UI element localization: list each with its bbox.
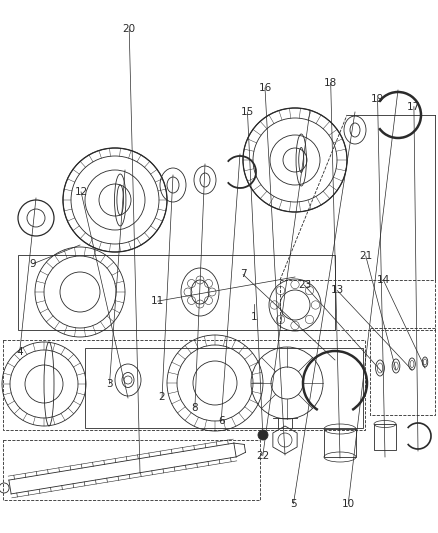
Text: 8: 8 [191,403,198,413]
Bar [280,280,435,330]
Bar [3,440,260,500]
Text: 21: 21 [359,251,372,261]
Text: 18: 18 [324,78,337,87]
Text: 14: 14 [377,275,390,285]
Text: 19: 19 [371,94,384,103]
Text: 13: 13 [331,286,344,295]
Text: 16: 16 [258,83,272,93]
Text: 23: 23 [298,280,311,290]
Text: 5: 5 [290,499,297,508]
Bar [374,424,396,450]
Text: 15: 15 [241,107,254,117]
Bar [3,340,365,430]
Circle shape [258,430,268,440]
Text: 20: 20 [123,25,136,34]
Text: 6: 6 [218,416,225,426]
Text: 4: 4 [16,347,23,357]
Bar [370,328,435,415]
Text: 22: 22 [256,451,269,461]
Text: 7: 7 [240,270,247,279]
Text: 17: 17 [407,102,420,111]
Bar [324,429,356,457]
Bar [85,348,363,428]
Text: 12: 12 [74,187,88,197]
Text: 3: 3 [106,379,113,389]
Bar [18,255,335,330]
Text: 9: 9 [29,259,36,269]
Text: 10: 10 [342,499,355,508]
Text: 1: 1 [251,312,258,322]
Text: 11: 11 [151,296,164,306]
Text: 2: 2 [159,392,166,402]
